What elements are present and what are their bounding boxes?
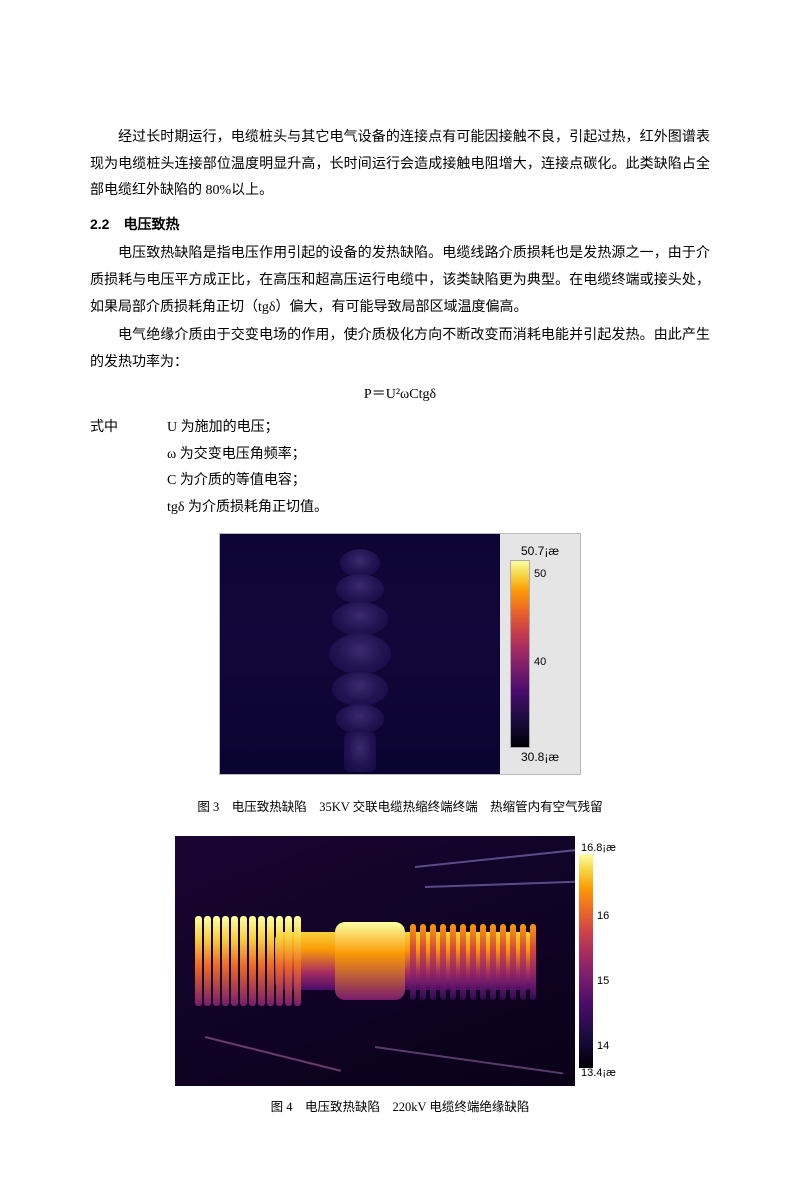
- def-label: 式中: [90, 415, 167, 442]
- scale-min: 30.8¡æ: [500, 746, 580, 769]
- figure-4-caption: 图 4 电压致热缺陷 220kV 电缆终端绝缘缺陷: [90, 1096, 710, 1120]
- formula: P＝U²ωCtgδ: [90, 382, 710, 409]
- paragraph-3: 电气绝缘介质由于交变电场的作用，使介质极化方向不断改变而消耗电能并引起发热。由此…: [90, 323, 710, 376]
- definition-block: 式中 U 为施加的电压； ω 为交变电压角频率； C 为介质的等值电容； tgδ…: [90, 415, 710, 521]
- thermal-image-4: [175, 836, 575, 1086]
- heading-2-2: 2.2 电压致热: [90, 211, 710, 238]
- page: 经过长时期运行，电缆桩头与其它电气设备的连接点有可能因接触不良，引起过热，红外图…: [0, 0, 800, 1185]
- tick2-14: 14: [597, 1036, 647, 1057]
- colorbar: [510, 560, 530, 748]
- paragraph-1: 经过长时期运行，电缆桩头与其它电气设备的连接点有可能因接触不良，引起过热，红外图…: [90, 125, 710, 205]
- def-1: U 为施加的电压；: [167, 415, 710, 442]
- tick2-15: 15: [597, 971, 647, 992]
- figure-3-caption: 图 3 电压致热缺陷 35KV 交联电缆热缩终端终端 热缩管内有空气残留: [90, 796, 710, 820]
- bushing: [195, 916, 535, 1006]
- paragraph-2: 电压致热缺陷是指电压作用引起的设备的发热缺陷。电缆线路介质损耗也是发热源之一，由…: [90, 241, 710, 321]
- tick-40: 40: [534, 652, 546, 673]
- tick-50: 50: [534, 564, 546, 585]
- def-3: C 为介质的等值电容；: [167, 468, 710, 495]
- colorbar-panel: 50.7¡æ 50 40 30.8¡æ: [500, 534, 580, 774]
- scale2-min: 13.4¡æ: [581, 1063, 631, 1084]
- def-4: tgδ 为介质损耗角正切值。: [167, 495, 710, 522]
- figure-4: 16.8¡æ 16 15 14 13.4¡æ: [90, 836, 710, 1086]
- colorbar-2: [579, 854, 593, 1068]
- figure-3: 50.7¡æ 50 40 30.8¡æ: [90, 533, 710, 786]
- thermal-image-3: 50.7¡æ 50 40 30.8¡æ: [219, 533, 581, 775]
- tick2-16: 16: [597, 906, 647, 927]
- def-2: ω 为交变电压角频率；: [167, 442, 710, 469]
- colorbar-panel-2: 16.8¡æ 16 15 14 13.4¡æ: [575, 836, 625, 1086]
